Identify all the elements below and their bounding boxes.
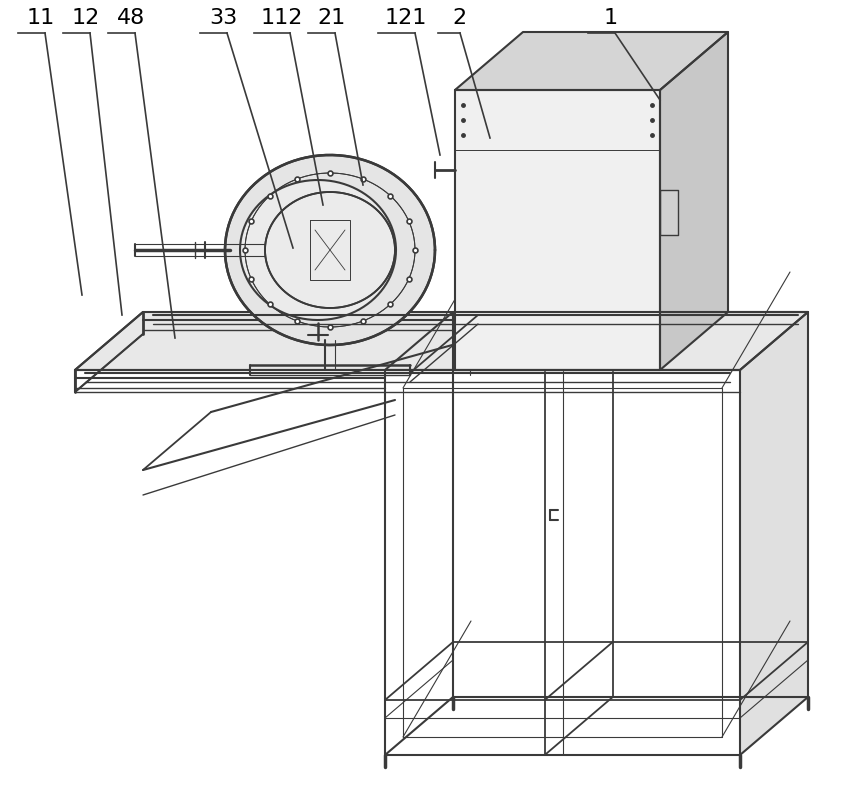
Polygon shape	[455, 90, 660, 370]
Polygon shape	[660, 32, 728, 370]
Text: 48: 48	[117, 8, 145, 28]
Polygon shape	[225, 155, 435, 345]
Text: 112: 112	[261, 8, 304, 28]
Text: 11: 11	[27, 8, 55, 28]
Text: 121: 121	[385, 8, 428, 28]
Text: 21: 21	[317, 8, 345, 28]
Text: 2: 2	[452, 8, 466, 28]
Polygon shape	[240, 180, 396, 320]
Text: 12: 12	[72, 8, 100, 28]
Text: 33: 33	[209, 8, 237, 28]
Polygon shape	[75, 312, 808, 370]
Polygon shape	[455, 32, 728, 90]
Polygon shape	[740, 312, 808, 755]
Polygon shape	[660, 190, 678, 235]
Polygon shape	[385, 312, 808, 370]
Text: 1: 1	[604, 8, 618, 28]
